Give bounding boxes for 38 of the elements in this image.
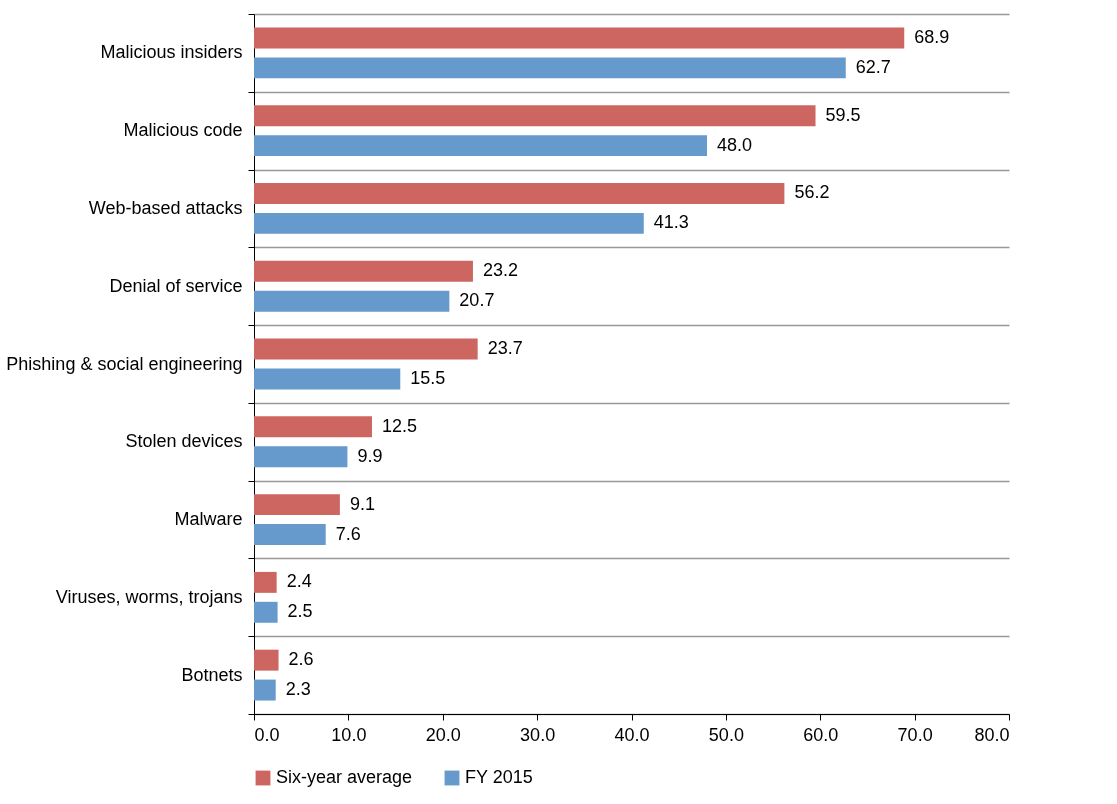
y-tick-label: Malicious code (123, 120, 243, 141)
x-tick-label: 0.0 (254, 724, 280, 745)
data-label: 41.3 (653, 212, 689, 233)
data-label: 2.5 (287, 601, 313, 622)
data-label: 2.4 (286, 571, 312, 592)
data-label: 2.6 (288, 649, 314, 670)
data-label: 20.7 (459, 290, 495, 311)
data-label: 59.5 (825, 104, 861, 125)
x-tick-label: 50.0 (708, 724, 744, 745)
data-label: 12.5 (381, 415, 418, 436)
data-label: 48.0 (717, 134, 753, 155)
data-label: 23.7 (487, 338, 523, 359)
x-tick-label: 40.0 (614, 724, 650, 745)
y-tick-label: Botnets (181, 664, 243, 685)
data-label: 9.9 (357, 445, 383, 466)
x-tick-label: 30.0 (520, 724, 556, 745)
data-label: 7.6 (335, 523, 361, 544)
y-tick-label: Malware (174, 509, 243, 530)
x-tick-label: 10.0 (331, 724, 367, 745)
legend-label: Six-year average (276, 767, 413, 787)
y-tick-label: Stolen devices (125, 431, 243, 452)
data-label: 9.1 (349, 493, 375, 514)
data-label: 2.3 (285, 679, 311, 700)
data-label: 15.5 (410, 367, 446, 388)
x-tick-label: 80.0 (974, 724, 1010, 745)
y-tick-label: Denial of service (109, 275, 243, 296)
data-label: 68.9 (914, 26, 950, 47)
x-tick-label: 20.0 (425, 724, 461, 745)
y-tick-label: Viruses, worms, trojans (55, 586, 243, 607)
y-tick-label: Malicious insiders (100, 42, 243, 63)
y-tick-label: Web-based attacks (88, 197, 243, 218)
x-tick-label: 60.0 (803, 724, 839, 745)
data-label: 23.2 (482, 260, 518, 281)
y-tick-label: Phishing & social engineering (6, 353, 243, 374)
legend-label: FY 2015 (465, 767, 533, 787)
data-label: 62.7 (855, 56, 891, 77)
data-label: 56.2 (794, 182, 830, 203)
x-tick-label: 70.0 (897, 724, 933, 745)
